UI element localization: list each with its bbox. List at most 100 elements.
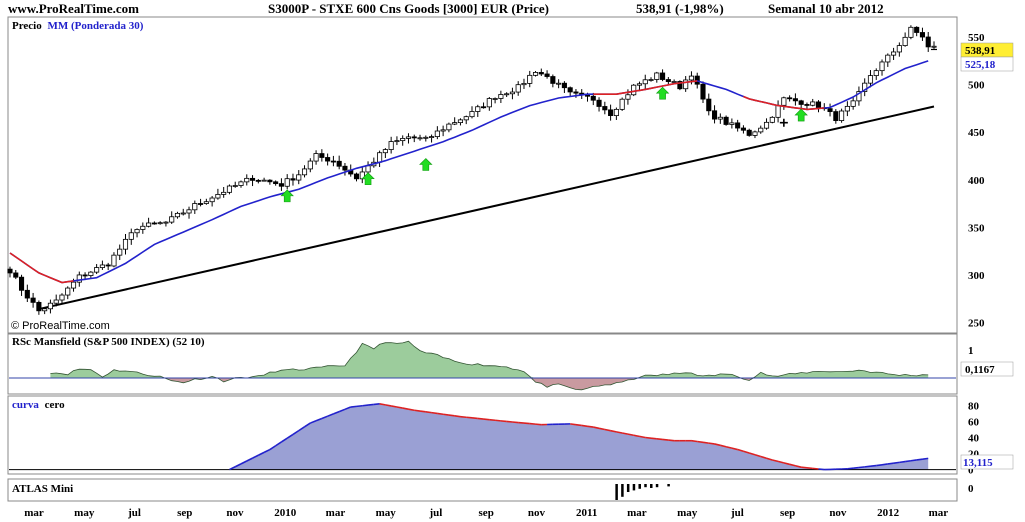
candle (457, 119, 464, 124)
curva-line-segment (691, 439, 698, 443)
curva-line-segment (748, 452, 756, 456)
candle (717, 116, 723, 120)
candle (273, 181, 279, 185)
curva-line-segment (766, 457, 773, 461)
candle (879, 61, 885, 72)
curva-line-segment (916, 458, 923, 461)
curva-line-segment (500, 420, 507, 423)
curva-line-segment (240, 460, 248, 465)
candle (255, 179, 261, 182)
atlas-bar (615, 484, 618, 500)
candle (619, 98, 625, 110)
curva-line-segment (702, 441, 709, 444)
candle (278, 183, 284, 187)
x-tick-label: 2012 (877, 507, 900, 519)
candle (301, 168, 308, 176)
curva-line-segment (286, 433, 294, 439)
candle (353, 173, 360, 180)
curva-line-segment (639, 435, 646, 439)
candle (515, 84, 521, 93)
curva-line-segment (419, 410, 426, 413)
price-y-tick: 450 (968, 127, 985, 139)
curva-line-segment (922, 457, 929, 460)
curva-line-segment (408, 408, 415, 412)
curva-line-segment (327, 413, 334, 417)
candle (556, 82, 562, 85)
x-tick-label: 2011 (576, 507, 597, 519)
curva-line-segment (621, 432, 629, 435)
curva-line-segment (333, 410, 340, 415)
candle (394, 140, 400, 143)
curva-line-segment (812, 467, 819, 470)
candle (192, 203, 198, 211)
candle (111, 254, 117, 267)
candle (654, 72, 660, 80)
candle (758, 127, 764, 133)
curva-line-segment (414, 409, 421, 412)
candle (146, 222, 152, 227)
candle (885, 54, 891, 63)
curva-value: 13,115 (963, 457, 993, 469)
candle (238, 181, 244, 186)
candle (504, 93, 510, 96)
candle (602, 106, 608, 111)
candle (700, 83, 706, 100)
curva-line-segment (315, 417, 323, 422)
curva-line-segment (229, 466, 236, 471)
candle (677, 81, 683, 90)
last-price-header: 538,91 (-1,98%) (636, 1, 724, 16)
curva-line-segment (402, 407, 409, 410)
candle (18, 276, 25, 291)
atlas-bar (650, 484, 653, 488)
x-tick-label: mar (326, 507, 346, 519)
curva-line-segment (523, 422, 530, 425)
curva-line-segment (280, 437, 288, 443)
candle (815, 101, 822, 109)
candle (382, 149, 388, 154)
curva-line-segment (575, 423, 582, 427)
candle (596, 99, 602, 107)
up-arrow-icon (419, 158, 433, 171)
x-tick-label: nov (226, 507, 244, 519)
x-tick-label: may (74, 507, 95, 519)
curva-line-segment (708, 442, 715, 445)
curva-line-segment (899, 460, 906, 464)
candle (671, 81, 677, 83)
curva-line-segment (367, 403, 374, 406)
curva-line-segment (321, 415, 328, 420)
curva-line-segment (275, 441, 282, 447)
candle (538, 72, 544, 75)
candle (174, 212, 181, 218)
header-bar: www.ProRealTime.com S3000P - STXE 600 Cn… (8, 1, 884, 16)
rsc-panel[interactable] (7, 333, 958, 395)
cero-label: cero (45, 399, 65, 411)
candle (550, 76, 556, 84)
curva-line-segment (656, 437, 663, 441)
atlas-panel[interactable] (7, 478, 958, 502)
candle (729, 122, 735, 125)
candle (706, 98, 712, 112)
candle (232, 185, 238, 187)
curva-line-segment (650, 437, 657, 440)
price-panel[interactable] (7, 16, 958, 334)
curva-line-segment (616, 431, 623, 434)
candle (198, 203, 204, 205)
curva-line-segment (587, 425, 594, 428)
curva-line-segment (737, 448, 744, 453)
candle (827, 108, 833, 112)
last-price-value: 538,91 (965, 45, 995, 57)
curva-line-segment (905, 459, 912, 463)
candle (486, 98, 492, 108)
candle (925, 36, 931, 48)
curva-line-segment (344, 406, 352, 411)
curva-line-segment (495, 419, 501, 422)
curva-line-segment (431, 411, 438, 415)
candle (440, 129, 446, 132)
candle (405, 136, 412, 139)
candle (608, 109, 614, 117)
curva-line-segment (437, 412, 444, 416)
curva-line-segment (350, 405, 357, 408)
atlas-series (615, 484, 670, 500)
site-label[interactable]: www.ProRealTime.com (8, 1, 139, 16)
candle (833, 111, 839, 121)
